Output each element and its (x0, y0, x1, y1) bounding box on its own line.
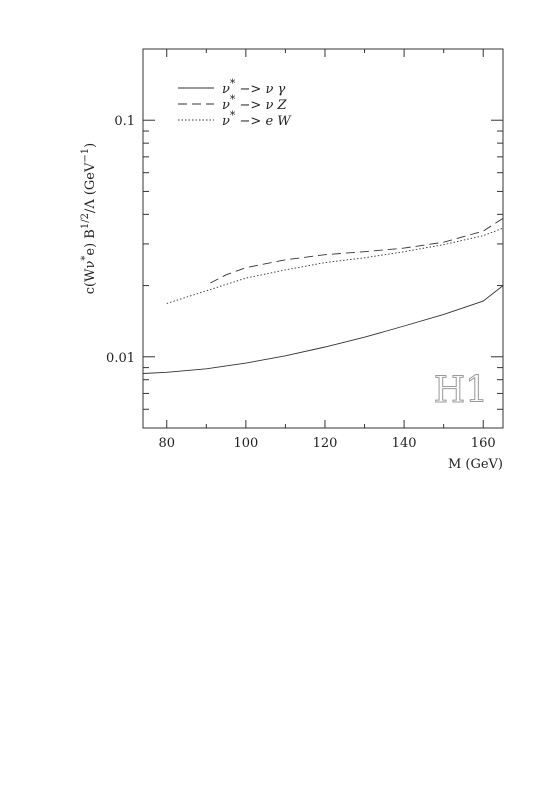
x-tick-label: 140 (392, 436, 417, 451)
legend-entry: ν* −> e W (222, 109, 292, 129)
series-lines (142, 217, 504, 374)
x-tick-label: 80 (158, 436, 175, 451)
y-tick-label: 0.01 (106, 351, 135, 366)
legend: ν* −> ν γν* −> ν Zν* −> e W (178, 77, 292, 129)
plot-frame (142, 48, 504, 429)
x-tick-label: 160 (471, 436, 496, 451)
h1-logo: H1 (434, 370, 488, 411)
series-line-dotted (166, 227, 504, 304)
axis-tick-labels: 80 100 120 140 160 0.01 0.1 (106, 114, 496, 451)
y-tick-label: 0.1 (114, 114, 135, 129)
axis-ticks (143, 48, 503, 429)
series-line-solid (142, 285, 504, 374)
y-axis-label: c(Wν*e) B1/2/Λ (GeV−1) (80, 143, 98, 294)
legend-entry: ν* −> ν γ (222, 77, 285, 97)
series-line-dashed (210, 217, 504, 284)
legend-entry: ν* −> ν Z (222, 93, 287, 113)
x-axis-label: M (GeV) (448, 457, 503, 472)
x-tick-label: 100 (233, 436, 258, 451)
x-tick-label: 120 (313, 436, 338, 451)
